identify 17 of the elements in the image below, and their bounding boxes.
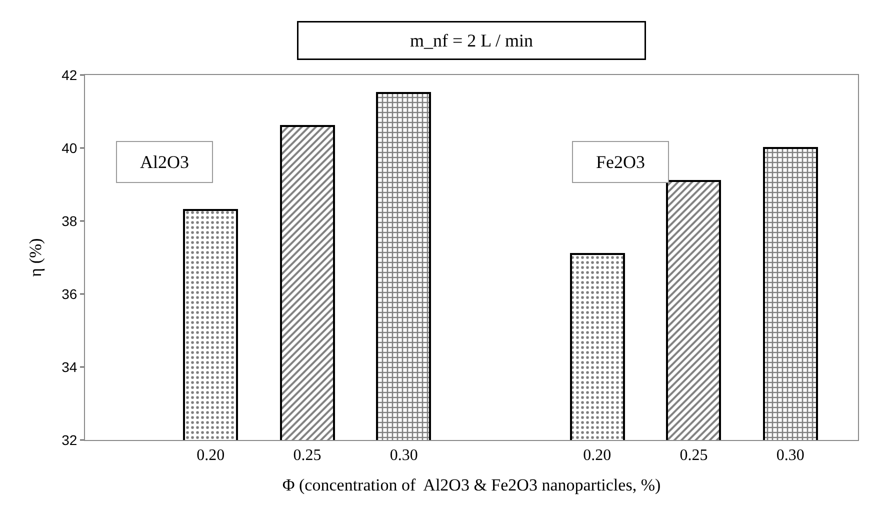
x-tick-label: 0.20 [583, 447, 612, 464]
x-tick-label: 0.25 [293, 447, 322, 464]
y-tick-label: 36 [62, 286, 78, 302]
y-tick-label: 42 [62, 66, 78, 83]
annotation: Al2O3 [140, 152, 189, 172]
y-axis-title: η (%) [26, 238, 46, 277]
x-tick-label: 0.30 [776, 447, 804, 464]
y-tick-label: 34 [62, 358, 78, 375]
x-axis-title: Φ (concentration of Al2O3 & Fe2O3 nanoparticles, %) [282, 476, 661, 495]
x-tick-label: 0.20 [196, 447, 225, 464]
chart-title: m_nf = 2 L / min [410, 30, 533, 50]
x-tick-label: 0.25 [680, 447, 708, 464]
y-tick-label: 32 [62, 432, 78, 448]
x-tick-label: 0.30 [390, 447, 418, 464]
y-tick-label: 40 [62, 140, 78, 156]
annotation: Fe2O3 [596, 152, 645, 172]
y-tick-label: 38 [62, 212, 78, 229]
